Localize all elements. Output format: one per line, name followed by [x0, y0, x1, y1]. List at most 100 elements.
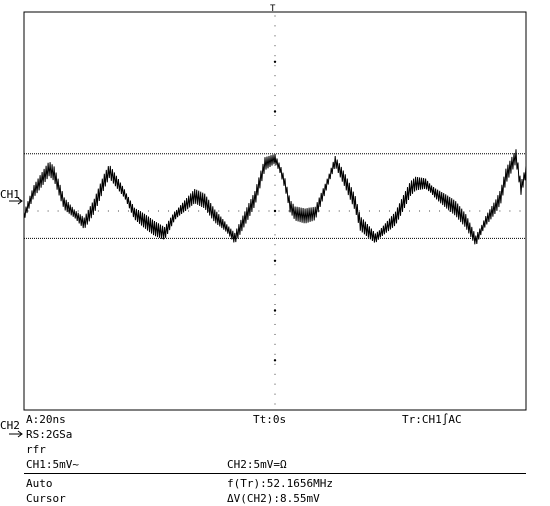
horizontal-axis-tick: [469, 210, 471, 212]
horizontal-axis-tick: [479, 210, 481, 212]
horizontal-axis-tick: [57, 210, 59, 212]
horizontal-axis-tick: [47, 210, 49, 212]
vertical-axis-tick: [274, 15, 276, 17]
center-axis-ticks: [27, 15, 521, 405]
vertical-axis-tick: [274, 264, 276, 266]
vertical-axis-tick: [274, 343, 276, 345]
vertical-axis-tick: [274, 35, 276, 37]
horizontal-axis-tick: [117, 210, 119, 212]
horizontal-axis-tick: [278, 210, 280, 212]
vertical-axis-tick: [274, 184, 276, 186]
horizontal-axis-tick: [37, 210, 39, 212]
vertical-axis-tick: [274, 125, 276, 126]
vertical-axis-tick: [274, 65, 276, 67]
horizontal-axis-tick: [107, 210, 109, 212]
horizontal-axis-tick: [288, 210, 290, 212]
horizontal-axis-tick: [449, 210, 451, 212]
vertical-axis-tick: [274, 373, 276, 375]
ch1-arrow-icon: [9, 197, 23, 205]
vertical-axis-tick: [274, 214, 276, 216]
cursor-mode-label: Cursor: [26, 492, 66, 505]
horizontal-axis-tick: [168, 210, 170, 212]
plot-frame: [23, 11, 527, 411]
vertical-axis-tick: [274, 55, 276, 57]
horizontal-axis-tick: [358, 210, 360, 212]
horizontal-axis-tick: [328, 210, 330, 212]
horizontal-axis-tick: [238, 210, 240, 212]
vertical-axis-major-tick: [273, 359, 277, 362]
cursor-delta-readout: ΔV(CH2):8.55mV: [227, 492, 320, 505]
horizontal-axis-tick: [409, 210, 410, 212]
vertical-axis-major-tick: [273, 60, 277, 63]
vertical-axis-tick: [274, 304, 276, 305]
horizontal-axis-tick: [97, 210, 99, 212]
vertical-axis-tick: [274, 75, 276, 77]
vertical-axis-tick: [274, 25, 276, 27]
vertical-axis-major-tick: [273, 259, 277, 262]
trigger-time-readout: Tt:0s: [253, 413, 287, 426]
horizontal-axis-tick: [77, 210, 79, 212]
vertical-axis-tick: [274, 333, 276, 335]
vertical-axis-tick: [274, 144, 276, 146]
horizontal-axis-tick: [439, 210, 441, 212]
vertical-axis-tick: [274, 45, 276, 47]
frequency-readout: f(Tr):52.1656MHz: [227, 477, 333, 490]
horizontal-axis-tick: [348, 210, 350, 212]
ch1-waveform: [23, 149, 527, 245]
horizontal-axis-tick: [429, 210, 431, 212]
vertical-axis-tick: [274, 393, 276, 395]
vertical-axis-major-tick: [273, 209, 277, 213]
vertical-axis-tick: [274, 294, 276, 296]
vertical-axis-tick: [274, 134, 276, 136]
horizontal-axis-tick: [127, 210, 129, 212]
horizontal-axis-tick: [519, 210, 521, 212]
trigger-source-readout: Tr:CH1∫AC: [402, 413, 462, 426]
trigger-marker: T: [270, 4, 276, 14]
auto-mode-label: Auto: [26, 477, 53, 490]
vertical-axis-tick: [274, 234, 276, 236]
vertical-axis-tick: [274, 95, 276, 97]
rfr-readout: rfr: [26, 443, 46, 456]
ch1-scale-readout: CH1:5mV~: [26, 458, 79, 471]
timebase-readout: A:20ns: [26, 413, 66, 426]
vertical-axis-tick: [274, 164, 276, 166]
horizontal-axis-tick: [499, 210, 501, 212]
horizontal-axis-tick: [378, 210, 380, 212]
horizontal-axis-tick: [218, 210, 220, 212]
horizontal-axis-tick: [188, 210, 190, 212]
svg-text:T: T: [270, 4, 276, 14]
vertical-axis-tick: [274, 363, 276, 365]
horizontal-axis-tick: [148, 210, 149, 212]
horizontal-axis-tick: [258, 210, 260, 212]
vertical-axis-major-tick: [273, 110, 277, 113]
vertical-axis-tick: [274, 274, 276, 276]
vertical-axis-tick: [274, 105, 276, 107]
ch2-marker-label: CH2: [0, 419, 20, 432]
ch1-marker-label: CH1: [0, 188, 20, 201]
horizontal-axis-tick: [228, 210, 230, 212]
ch2-scale-readout: CH2:5mV=Ω: [227, 458, 287, 471]
horizontal-axis-tick: [338, 210, 340, 212]
vertical-axis-tick: [274, 115, 276, 116]
vertical-axis-tick: [274, 85, 276, 87]
vertical-axis-tick: [274, 284, 276, 286]
vertical-axis-tick: [274, 353, 276, 355]
horizontal-axis-tick: [268, 210, 270, 212]
horizontal-axis-tick: [27, 210, 29, 212]
ch2-arrow-icon: [9, 430, 23, 438]
vertical-axis-tick: [274, 174, 276, 176]
readout-divider: [24, 473, 526, 474]
vertical-axis-tick: [274, 314, 276, 315]
horizontal-axis-tick: [419, 210, 421, 212]
vertical-axis-tick: [274, 383, 276, 385]
horizontal-axis-tick: [388, 210, 390, 212]
horizontal-axis-tick: [158, 210, 159, 212]
sample-rate-readout: RS:2GSa: [26, 428, 73, 441]
vertical-axis-major-tick: [273, 309, 277, 312]
horizontal-axis-tick: [318, 210, 320, 212]
vertical-axis-tick: [274, 224, 276, 226]
horizontal-axis-tick: [368, 210, 370, 212]
vertical-axis-tick: [274, 204, 276, 206]
vertical-axis-tick: [274, 194, 276, 196]
vertical-axis-tick: [274, 323, 276, 325]
